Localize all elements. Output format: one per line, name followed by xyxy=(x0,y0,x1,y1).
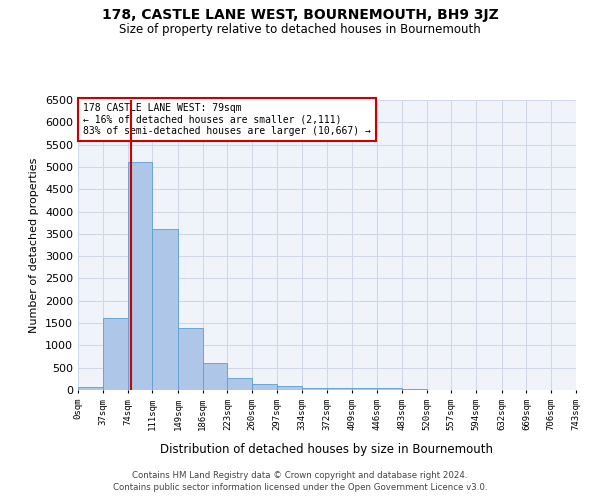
Bar xyxy=(252,384,277,390)
Text: Contains public sector information licensed under the Open Government Licence v3: Contains public sector information licen… xyxy=(113,484,487,492)
Text: 178, CASTLE LANE WEST, BOURNEMOUTH, BH9 3JZ: 178, CASTLE LANE WEST, BOURNEMOUTH, BH9 … xyxy=(101,8,499,22)
Bar xyxy=(302,388,328,390)
Y-axis label: Number of detached properties: Number of detached properties xyxy=(29,158,40,332)
Bar xyxy=(152,230,178,390)
Bar xyxy=(203,363,227,390)
Bar xyxy=(328,388,352,390)
Text: Size of property relative to detached houses in Bournemouth: Size of property relative to detached ho… xyxy=(119,22,481,36)
Bar xyxy=(377,388,402,390)
Bar xyxy=(227,378,252,390)
Bar xyxy=(78,386,103,390)
Text: 178 CASTLE LANE WEST: 79sqm
← 16% of detached houses are smaller (2,111)
83% of : 178 CASTLE LANE WEST: 79sqm ← 16% of det… xyxy=(83,103,371,136)
Bar xyxy=(103,318,128,390)
Bar xyxy=(277,386,302,390)
Bar xyxy=(178,328,203,390)
Bar xyxy=(402,389,427,390)
Bar xyxy=(128,162,152,390)
Text: Distribution of detached houses by size in Bournemouth: Distribution of detached houses by size … xyxy=(161,442,493,456)
Text: Contains HM Land Registry data © Crown copyright and database right 2024.: Contains HM Land Registry data © Crown c… xyxy=(132,471,468,480)
Bar xyxy=(352,388,377,390)
